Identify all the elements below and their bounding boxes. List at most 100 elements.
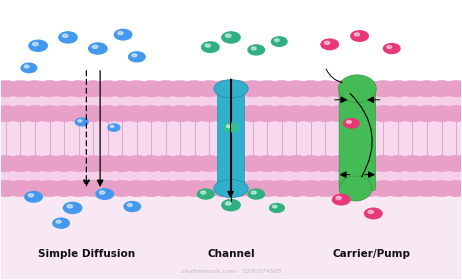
- Circle shape: [225, 202, 231, 205]
- Circle shape: [225, 80, 252, 97]
- Circle shape: [36, 180, 63, 197]
- Circle shape: [152, 155, 179, 172]
- Circle shape: [283, 105, 310, 122]
- Circle shape: [89, 43, 107, 54]
- Circle shape: [50, 155, 78, 172]
- Circle shape: [108, 124, 120, 131]
- Circle shape: [181, 80, 208, 97]
- Circle shape: [137, 105, 165, 122]
- Circle shape: [239, 180, 267, 197]
- Circle shape: [326, 80, 353, 97]
- Circle shape: [283, 155, 310, 172]
- Circle shape: [110, 125, 114, 127]
- Circle shape: [181, 155, 208, 172]
- Circle shape: [109, 80, 136, 97]
- Circle shape: [28, 194, 34, 197]
- FancyBboxPatch shape: [218, 87, 244, 190]
- Ellipse shape: [214, 179, 248, 197]
- Circle shape: [56, 220, 61, 223]
- Circle shape: [99, 191, 105, 194]
- Circle shape: [355, 80, 383, 97]
- Circle shape: [399, 80, 426, 97]
- Circle shape: [166, 155, 194, 172]
- Circle shape: [413, 155, 441, 172]
- Circle shape: [124, 202, 140, 211]
- Circle shape: [195, 155, 223, 172]
- Bar: [1, 116, 461, 161]
- Circle shape: [59, 32, 77, 43]
- Circle shape: [65, 105, 92, 122]
- Circle shape: [254, 180, 281, 197]
- Circle shape: [340, 180, 368, 197]
- Circle shape: [36, 105, 63, 122]
- Circle shape: [413, 105, 441, 122]
- Circle shape: [336, 197, 341, 200]
- Circle shape: [273, 205, 277, 208]
- Circle shape: [79, 180, 107, 197]
- Circle shape: [248, 189, 265, 199]
- Circle shape: [50, 80, 78, 97]
- Circle shape: [442, 180, 462, 197]
- Circle shape: [224, 123, 238, 132]
- Circle shape: [370, 80, 397, 97]
- Ellipse shape: [338, 75, 376, 102]
- Circle shape: [428, 155, 455, 172]
- Circle shape: [268, 80, 296, 97]
- Circle shape: [442, 155, 462, 172]
- Circle shape: [387, 46, 392, 48]
- Circle shape: [195, 180, 223, 197]
- Circle shape: [333, 194, 350, 205]
- Circle shape: [442, 80, 462, 97]
- Circle shape: [324, 41, 330, 44]
- Circle shape: [370, 180, 397, 197]
- Text: Channel: Channel: [207, 249, 255, 259]
- Circle shape: [297, 80, 325, 97]
- Circle shape: [384, 80, 412, 97]
- Circle shape: [311, 155, 339, 172]
- Circle shape: [225, 105, 252, 122]
- Circle shape: [132, 54, 137, 57]
- Circle shape: [428, 105, 455, 122]
- Circle shape: [205, 44, 210, 47]
- Circle shape: [413, 180, 441, 197]
- Circle shape: [351, 31, 368, 41]
- Circle shape: [226, 125, 231, 127]
- Circle shape: [399, 155, 426, 172]
- Circle shape: [210, 180, 237, 197]
- Circle shape: [50, 105, 78, 122]
- FancyArrowPatch shape: [350, 94, 372, 177]
- Text: shutterstock.com · 2290374505: shutterstock.com · 2290374505: [181, 269, 281, 274]
- Circle shape: [428, 180, 455, 197]
- Circle shape: [166, 105, 194, 122]
- Circle shape: [137, 80, 165, 97]
- Circle shape: [365, 208, 382, 219]
- Circle shape: [413, 80, 441, 97]
- Circle shape: [109, 180, 136, 197]
- Circle shape: [239, 155, 267, 172]
- Circle shape: [152, 80, 179, 97]
- Circle shape: [268, 180, 296, 197]
- Circle shape: [123, 80, 151, 97]
- Circle shape: [7, 155, 34, 172]
- Circle shape: [78, 120, 82, 122]
- Circle shape: [384, 155, 412, 172]
- Circle shape: [0, 105, 20, 122]
- Circle shape: [225, 34, 231, 38]
- Circle shape: [354, 33, 359, 36]
- Circle shape: [283, 80, 310, 97]
- Circle shape: [166, 80, 194, 97]
- FancyArrowPatch shape: [326, 69, 342, 83]
- Circle shape: [254, 80, 281, 97]
- Circle shape: [96, 189, 114, 199]
- Circle shape: [94, 155, 122, 172]
- Circle shape: [210, 105, 237, 122]
- Circle shape: [254, 105, 281, 122]
- Circle shape: [311, 180, 339, 197]
- Circle shape: [36, 155, 63, 172]
- Circle shape: [128, 52, 145, 62]
- Circle shape: [197, 189, 214, 199]
- FancyBboxPatch shape: [339, 87, 376, 191]
- Circle shape: [36, 80, 63, 97]
- Circle shape: [7, 80, 34, 97]
- Circle shape: [115, 29, 132, 40]
